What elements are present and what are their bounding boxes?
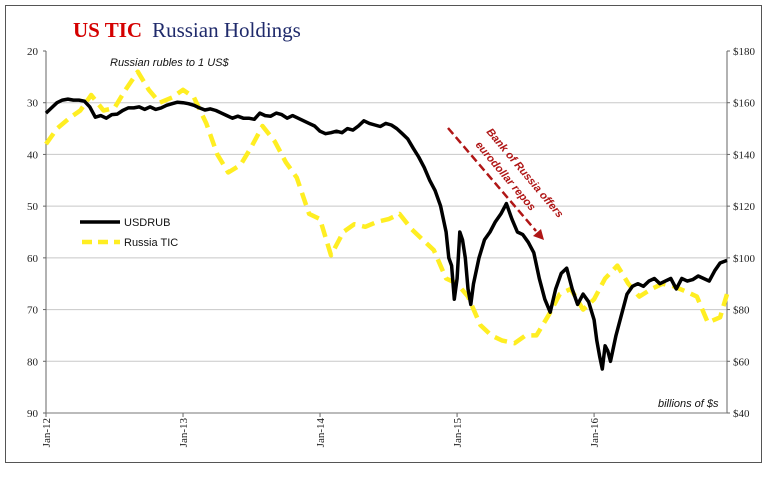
right-tick-label: $160 [733, 98, 756, 110]
right-tick-label: $60 [733, 356, 750, 368]
gridlines [46, 102, 727, 362]
x-axis-ticks: Jan-12 Jan-13 Jan-14 Jan-15 Jan-16 [41, 413, 601, 447]
left-tick-label: 30 [27, 98, 39, 110]
right-axis-note: billions of $s [658, 398, 719, 410]
left-tick-label: 50 [27, 201, 39, 213]
chart-frame [5, 5, 762, 463]
left-tick-label: 40 [27, 149, 39, 161]
plot-area [46, 51, 727, 413]
chart-title: US TIC Russian Holdings [73, 18, 301, 42]
x-tick-label: Jan-13 [178, 418, 190, 448]
legend-label-usdrub: USDRUB [124, 217, 170, 229]
left-tick-label: 20 [27, 46, 39, 58]
right-tick-label: $140 [733, 149, 756, 161]
right-tick-label: $120 [733, 201, 756, 213]
right-tick-label: $100 [733, 253, 756, 265]
right-axis-ticks: $40 $60 $80 $100 $120 $140 $160 $180 [727, 46, 756, 420]
legend: USDRUB Russia TIC [80, 217, 178, 249]
left-tick-label: 90 [27, 408, 39, 420]
left-tick-label: 70 [27, 305, 39, 317]
title-part-red: US TIC [73, 18, 142, 42]
left-axis-ticks: 20 30 40 50 60 70 80 90 [27, 46, 46, 420]
annotation-arrow-head [533, 229, 544, 240]
left-tick-label: 80 [27, 356, 39, 368]
x-tick-label: Jan-16 [589, 418, 601, 448]
right-tick-label: $80 [733, 305, 750, 317]
series-line-usdrub [44, 97, 728, 371]
left-tick-label: 60 [27, 253, 39, 265]
title-part-navy: Russian Holdings [152, 18, 301, 42]
legend-label-russia-tic: Russia TIC [124, 237, 178, 249]
x-tick-label: Jan-14 [315, 418, 327, 448]
series-line-russia-tic [44, 69, 730, 346]
x-tick-label: Jan-15 [452, 418, 464, 448]
left-axis-note: Russian rubles to 1 US$ [110, 57, 229, 69]
right-tick-label: $40 [733, 408, 750, 420]
right-tick-label: $180 [733, 46, 756, 58]
annotation-arrow-line [447, 127, 537, 232]
x-tick-label: Jan-12 [41, 418, 53, 447]
